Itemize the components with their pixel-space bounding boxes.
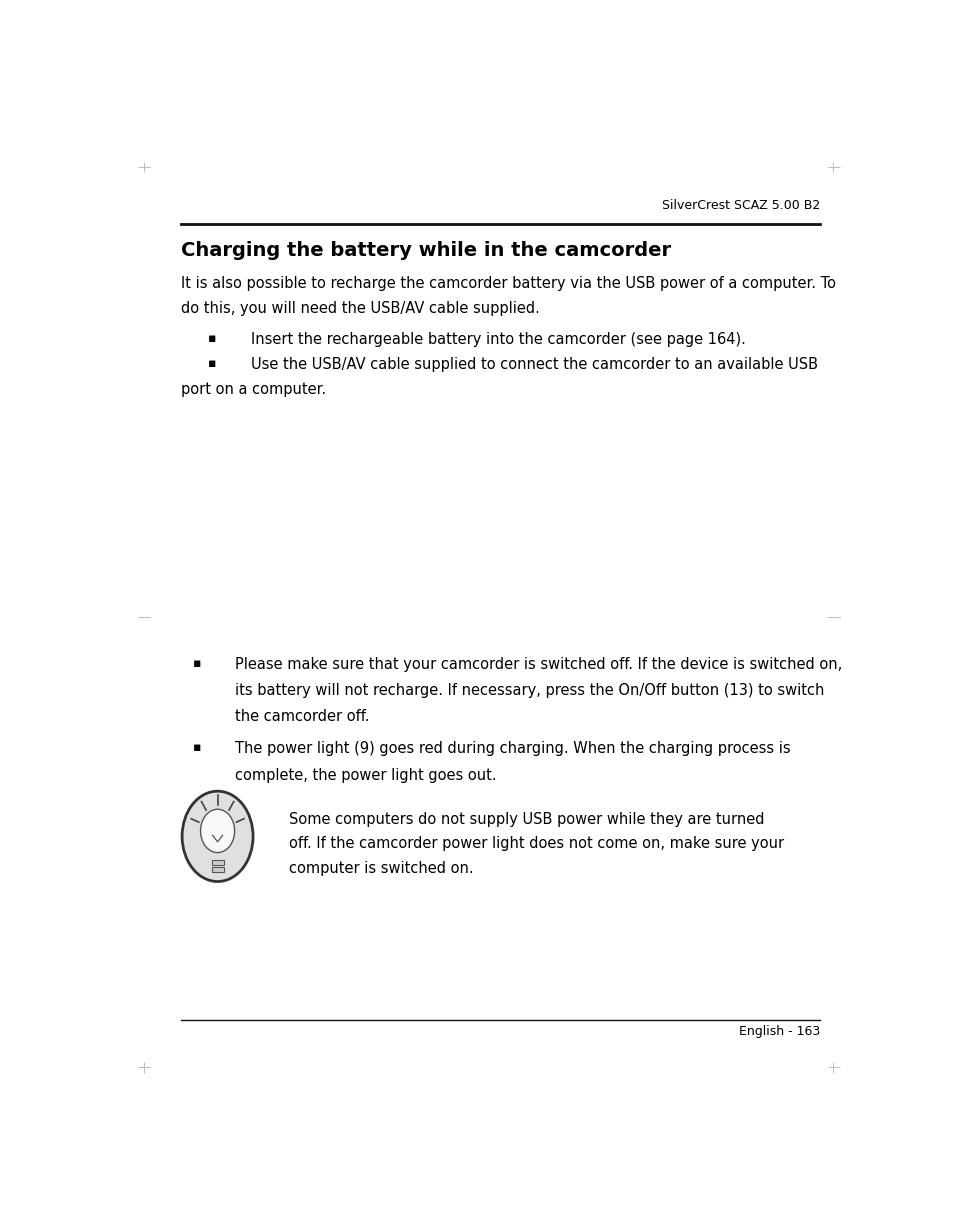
Text: SilverCrest SCAZ 5.00 B2: SilverCrest SCAZ 5.00 B2 (661, 198, 820, 211)
Text: Charging the battery while in the camcorder: Charging the battery while in the camcor… (180, 241, 670, 260)
Text: port on a computer.: port on a computer. (180, 382, 325, 397)
Text: It is also possible to recharge the camcorder battery via the USB power of a com: It is also possible to recharge the camc… (180, 276, 835, 292)
Bar (212, 866, 223, 873)
Bar (212, 860, 223, 865)
Text: the camcorder off.: the camcorder off. (234, 709, 369, 725)
Text: The power light (9) goes red during charging. When the charging process is: The power light (9) goes red during char… (234, 742, 789, 756)
Text: Use the USB/AV cable supplied to connect the camcorder to an available USB: Use the USB/AV cable supplied to connect… (251, 357, 817, 373)
Text: ▪: ▪ (193, 742, 201, 754)
Text: Some computers do not supply USB power while they are turned: Some computers do not supply USB power w… (289, 811, 764, 827)
Text: complete, the power light goes out.: complete, the power light goes out. (234, 767, 496, 782)
Circle shape (200, 809, 234, 853)
Text: Insert the rechargeable battery into the camcorder (see page 164).: Insert the rechargeable battery into the… (251, 332, 745, 347)
Text: do this, you will need the USB/AV cable supplied.: do this, you will need the USB/AV cable … (180, 301, 539, 316)
Text: English - 163: English - 163 (739, 1025, 820, 1039)
Text: off. If the camcorder power light does not come on, make sure your: off. If the camcorder power light does n… (289, 836, 783, 852)
Text: ▪: ▪ (193, 656, 201, 670)
Text: Please make sure that your camcorder is switched off. If the device is switched : Please make sure that your camcorder is … (234, 656, 841, 672)
Circle shape (182, 791, 253, 881)
Text: computer is switched on.: computer is switched on. (289, 860, 474, 876)
Text: its battery will not recharge. If necessary, press the On/Off button (13) to swi: its battery will not recharge. If necess… (234, 683, 823, 698)
Text: ▪: ▪ (208, 332, 216, 345)
Text: ▪: ▪ (208, 357, 216, 370)
